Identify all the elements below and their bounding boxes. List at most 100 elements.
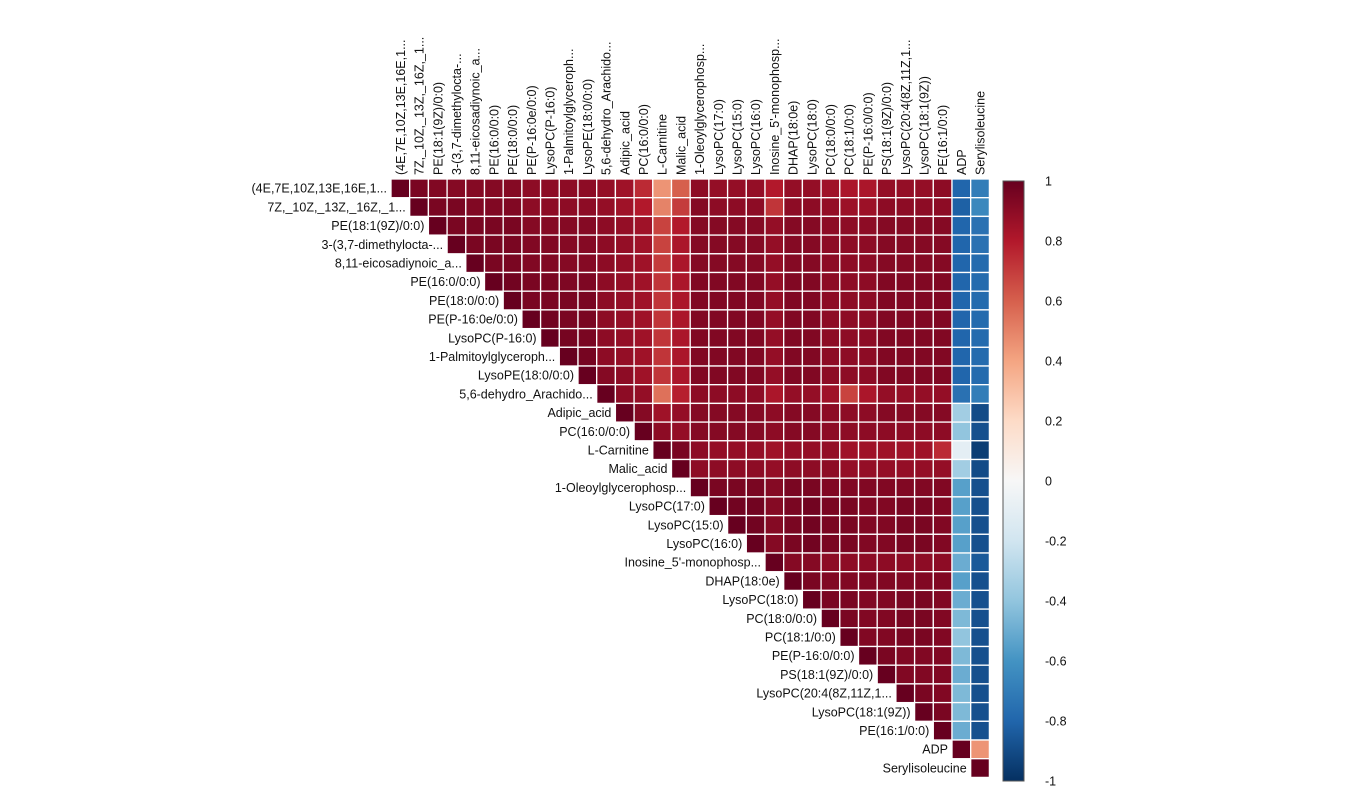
heatmap-cell xyxy=(764,552,785,573)
heatmap-cell xyxy=(633,384,654,405)
heatmap-cell xyxy=(764,514,785,535)
heatmap-cell xyxy=(895,496,916,517)
heatmap-cell xyxy=(820,589,841,610)
heatmap-cell xyxy=(465,234,486,255)
heatmap-cell xyxy=(726,458,747,479)
heatmap-cell xyxy=(913,327,934,348)
heatmap-cell xyxy=(895,290,916,311)
heatmap-cell xyxy=(521,253,542,274)
column-label: Inosine_5'-monophosp... xyxy=(768,38,782,175)
heatmap-cell xyxy=(633,421,654,442)
heatmap-cell xyxy=(764,178,785,199)
heatmap-cell xyxy=(783,533,804,554)
heatmap-cell xyxy=(857,627,878,648)
heatmap-cell xyxy=(483,215,504,236)
heatmap-cell xyxy=(895,197,916,218)
heatmap-cell xyxy=(689,309,710,330)
heatmap-cell xyxy=(951,421,972,442)
heatmap-cell xyxy=(652,346,673,367)
heatmap-cell xyxy=(876,402,897,423)
column-label: (4E,7E,10Z,13E,16E,1... xyxy=(394,40,408,175)
heatmap-cell xyxy=(801,402,822,423)
heatmap-cell xyxy=(764,533,785,554)
heatmap-cell xyxy=(558,327,579,348)
heatmap-cell xyxy=(539,197,560,218)
heatmap-cell xyxy=(502,234,523,255)
heatmap-cell xyxy=(801,477,822,498)
row-label: 1-Oleoylglycerophosp... xyxy=(555,481,686,495)
heatmap-cell xyxy=(876,458,897,479)
heatmap-cell xyxy=(932,421,953,442)
heatmap-cell xyxy=(708,271,729,292)
row-label: LysoPC(17:0) xyxy=(629,500,705,514)
heatmap-cell xyxy=(839,271,860,292)
heatmap-cell xyxy=(502,215,523,236)
heatmap-cell xyxy=(670,440,691,461)
heatmap-cell xyxy=(839,346,860,367)
heatmap-cell xyxy=(801,421,822,442)
heatmap-cell xyxy=(857,514,878,535)
heatmap-cell xyxy=(895,309,916,330)
heatmap-cell xyxy=(913,215,934,236)
heatmap-cell xyxy=(465,253,486,274)
heatmap-cell xyxy=(839,440,860,461)
heatmap-cell xyxy=(596,346,617,367)
column-label: LysoPC(18:1(9Z)) xyxy=(917,76,931,175)
heatmap-cell xyxy=(670,365,691,386)
row-label: PC(18:0/0:0) xyxy=(746,612,817,626)
heatmap-cell xyxy=(876,477,897,498)
heatmap-cell xyxy=(427,197,448,218)
heatmap-cell xyxy=(708,365,729,386)
heatmap-cell xyxy=(633,402,654,423)
heatmap-cell xyxy=(558,271,579,292)
heatmap-cell xyxy=(539,327,560,348)
heatmap-cell xyxy=(857,402,878,423)
row-label: PS(18:1(9Z)/0:0) xyxy=(780,668,873,682)
heatmap-cell xyxy=(970,683,991,704)
heatmap-cell xyxy=(689,421,710,442)
heatmap-cell xyxy=(745,514,766,535)
heatmap-cell xyxy=(745,178,766,199)
heatmap-cell xyxy=(857,271,878,292)
heatmap-cell xyxy=(839,514,860,535)
heatmap-cell xyxy=(913,421,934,442)
heatmap-cell xyxy=(820,234,841,255)
heatmap-cell xyxy=(876,627,897,648)
heatmap-cell xyxy=(427,178,448,199)
heatmap-cell xyxy=(801,346,822,367)
heatmap-cell xyxy=(745,458,766,479)
heatmap-cell xyxy=(951,346,972,367)
heatmap-cell xyxy=(689,402,710,423)
heatmap-cell xyxy=(633,271,654,292)
heatmap-cell xyxy=(895,384,916,405)
heatmap-cell xyxy=(577,253,598,274)
heatmap-cell xyxy=(539,234,560,255)
heatmap-cell xyxy=(539,309,560,330)
row-label: 5,6-dehydro_Arachido... xyxy=(459,387,592,401)
heatmap-cell xyxy=(670,290,691,311)
heatmap-cell xyxy=(670,309,691,330)
heatmap-cell xyxy=(820,552,841,573)
heatmap-cell xyxy=(614,253,635,274)
heatmap-cell xyxy=(726,440,747,461)
heatmap-cell xyxy=(839,477,860,498)
heatmap-cell xyxy=(783,234,804,255)
heatmap-cell xyxy=(577,309,598,330)
heatmap-cell xyxy=(670,253,691,274)
heatmap-cell xyxy=(913,234,934,255)
heatmap-cell xyxy=(764,327,785,348)
heatmap-cell xyxy=(596,178,617,199)
heatmap-cell xyxy=(876,178,897,199)
column-label: PC(16:0/0:0) xyxy=(637,104,651,175)
heatmap-cell xyxy=(708,253,729,274)
column-labels: (4E,7E,10Z,13E,16E,1... 7Z,_10Z,_13Z,_16Z… xyxy=(394,37,988,175)
heatmap-cell xyxy=(970,720,991,741)
heatmap-cell xyxy=(932,496,953,517)
row-label: L-Carnitine xyxy=(588,443,649,457)
legend-tick-label: 0.8 xyxy=(1045,235,1062,249)
heatmap-cell xyxy=(577,215,598,236)
heatmap-cell xyxy=(820,608,841,629)
heatmap-cell xyxy=(913,290,934,311)
heatmap-cell xyxy=(726,402,747,423)
heatmap-cell xyxy=(633,290,654,311)
